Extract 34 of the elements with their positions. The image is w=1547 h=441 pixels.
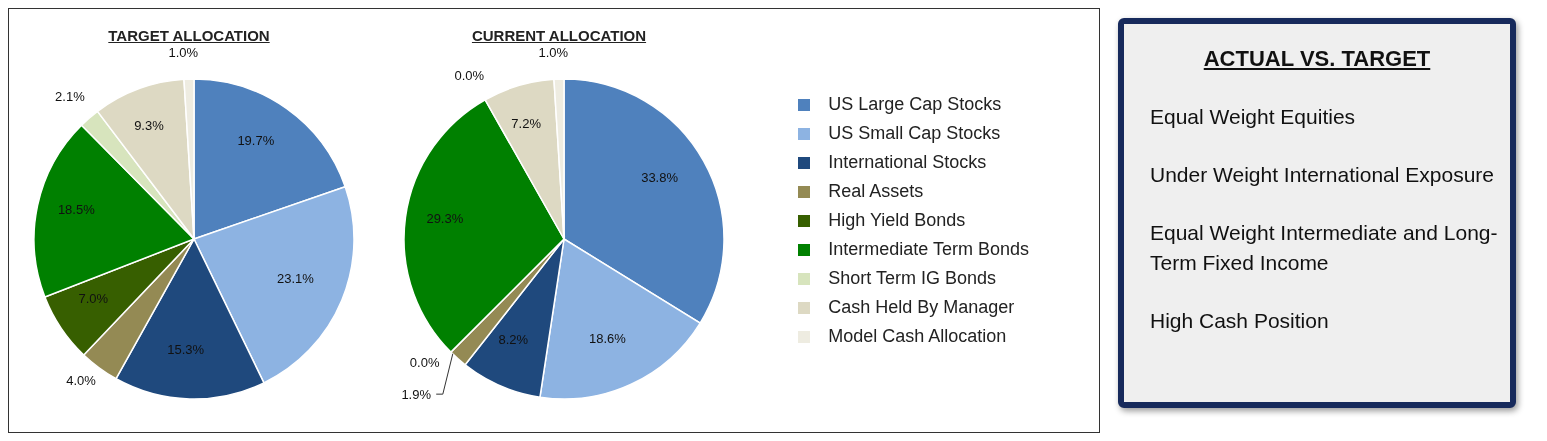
data-label: 9.3% [134,118,165,134]
data-label: 1.0% [538,44,569,60]
slice-label: CURRENT ALLOCATION [470,27,648,44]
text: Under Weight International Exposure [1150,162,1495,188]
text: 0.0% [409,354,440,370]
data-label: 1.0% [168,44,199,60]
slice-label: TARGET ALLOCATION [107,27,271,44]
legend-label: US Small Cap Stocks [828,123,1001,144]
data-label: 4.0% [66,373,97,389]
data-label: 23.1% [276,270,315,286]
text: ACTUAL VS. TARGET [1202,46,1432,72]
legend-label: Short Term IG Bonds [828,268,996,289]
text: Equal Weight Intermediate and Long-Term Fixed Income [1150,220,1499,276]
data-label: 33.8% [641,170,679,186]
data-label: 15.3% [167,341,205,357]
data-label: 8.2% [498,332,529,348]
data-label: 1.9% [401,386,432,402]
legend-label: Intermediate Term Bonds [828,239,1029,260]
legend-label: Cash Held By Manager [828,297,1015,318]
data-label: 18.6% [588,331,627,347]
data-label: 7.2% [511,116,542,132]
legend-label: High Yield Bonds [828,210,966,231]
data-label: 29.3% [426,210,464,226]
data-label: 7.0% [78,290,109,306]
data-label: 19.7% [237,132,275,148]
legend-label: Model Cash Allocation [828,326,1007,347]
legend-label: Real Assets [828,181,924,202]
text: 0.0% [454,68,485,84]
text: High Cash Position [1150,308,1330,334]
legend-label: US Large Cap Stocks [828,94,1002,115]
data-label: 2.1% [55,88,86,104]
legend-label: International Stocks [828,152,987,173]
text: Equal Weight Equities [1150,104,1357,130]
data-label: 18.5% [57,202,96,218]
